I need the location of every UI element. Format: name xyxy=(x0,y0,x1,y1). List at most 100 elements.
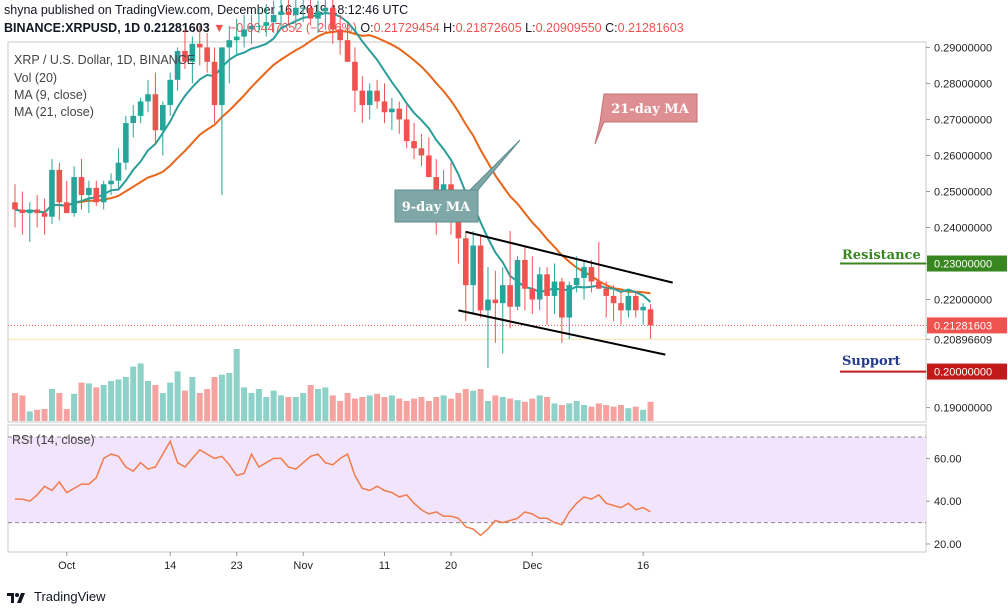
ma21-callout: 21-day MA xyxy=(594,93,698,145)
candle-body xyxy=(566,285,573,318)
volume-bar xyxy=(462,389,469,421)
last-price: 0.21281603 xyxy=(143,21,210,35)
candle-body xyxy=(499,285,506,304)
candle-body xyxy=(389,108,395,113)
volume-bar xyxy=(492,395,499,421)
volume-bar xyxy=(507,398,514,421)
volume-bar xyxy=(285,397,292,421)
volume-bar xyxy=(329,395,336,421)
volume-bar xyxy=(189,377,196,421)
volume-bar xyxy=(115,379,122,421)
volume-bar xyxy=(263,397,270,421)
volume-bar xyxy=(388,395,395,421)
candle-body xyxy=(41,213,48,217)
price-axis-label: 0.20896609 xyxy=(934,334,992,346)
candle-body xyxy=(396,108,403,120)
symbol-name[interactable]: BINANCE:XRPUSD, 1D xyxy=(4,21,141,35)
candle-body xyxy=(160,105,166,131)
volume-bar xyxy=(270,390,277,421)
volume-bar xyxy=(218,374,225,421)
volume-bar xyxy=(255,389,262,421)
x-axis-label: Oct xyxy=(58,560,75,572)
candle-body xyxy=(182,51,188,62)
price-axis-label: 0.24000000 xyxy=(934,222,992,234)
volume-bar xyxy=(595,403,602,421)
legend-title: XRP / U.S. Dollar, 1D, BINANCE xyxy=(14,53,196,67)
volume-bar xyxy=(63,409,70,421)
rsi-line xyxy=(15,439,651,537)
volume-bar xyxy=(603,405,610,421)
x-axis-label: 20 xyxy=(445,560,457,572)
volume-bar xyxy=(403,401,410,421)
volume-bar xyxy=(226,373,233,421)
candle-body xyxy=(529,288,536,300)
volume-bar xyxy=(359,397,366,421)
volume-bar xyxy=(366,395,373,421)
ohlc-low-label: L: xyxy=(525,21,536,35)
rsi-axis-label: 20.00 xyxy=(934,539,962,551)
candle-body xyxy=(551,281,558,296)
volume-bar xyxy=(374,393,381,421)
x-axis-label: 14 xyxy=(164,560,176,572)
volume-bar xyxy=(159,393,166,421)
candle-body xyxy=(315,11,321,19)
candle-body xyxy=(573,277,580,286)
volume-bar xyxy=(196,393,203,421)
volume-bar xyxy=(581,405,588,421)
volume-bar xyxy=(588,406,595,421)
volume-bar xyxy=(566,403,573,421)
x-axis-label: Dec xyxy=(523,560,543,572)
volume-bar xyxy=(56,393,63,421)
candle-body xyxy=(300,7,307,9)
volume-bar xyxy=(122,377,129,421)
candle-body xyxy=(145,94,151,102)
price-axis-label: 0.23000000 xyxy=(934,259,992,271)
candle-body xyxy=(108,180,114,185)
candle-body xyxy=(86,187,92,196)
volume-bar xyxy=(558,405,565,421)
x-axis-label: Nov xyxy=(293,560,313,572)
candle-body xyxy=(366,90,373,106)
candle-body xyxy=(462,238,469,286)
price-axis-label: 0.26000000 xyxy=(934,150,992,162)
candle-body xyxy=(536,274,543,300)
candle-body xyxy=(433,177,440,196)
candle-body xyxy=(485,299,491,311)
volume-bar xyxy=(610,406,617,421)
volume-bar xyxy=(130,366,137,421)
support-label: Support xyxy=(842,354,901,369)
footer-brand[interactable]: TradingView xyxy=(6,589,106,604)
volume-bar xyxy=(300,393,307,421)
candle-body xyxy=(270,14,277,23)
candle-body xyxy=(49,169,55,217)
candle-body xyxy=(544,274,550,296)
volume-bar xyxy=(78,382,85,421)
volume-bar xyxy=(204,389,211,421)
candle-body xyxy=(19,209,26,214)
ma9-callout: 9-day MA xyxy=(394,139,521,223)
volume-bar xyxy=(34,409,41,421)
volume-bar xyxy=(551,403,558,421)
price-axis-marker xyxy=(927,363,1007,380)
volume-bar xyxy=(455,393,462,421)
rsi-axis-label: 60.00 xyxy=(934,453,962,465)
volume-bar xyxy=(211,377,218,421)
tradingview-logo-icon xyxy=(6,590,30,604)
volume-bar xyxy=(307,385,314,421)
ma21-callout-box xyxy=(594,93,698,145)
candle-body xyxy=(381,101,388,113)
candle-body xyxy=(307,7,314,19)
channel-lower-line xyxy=(458,309,666,356)
candle-body xyxy=(241,29,247,37)
ohlc-close-label: C: xyxy=(605,21,618,35)
volume-bar xyxy=(100,385,107,421)
legend-ma21: MA (21, close) xyxy=(14,105,94,119)
volume-bar xyxy=(470,390,477,421)
volume-bar xyxy=(448,398,455,421)
ohlc-close: 0.21281603 xyxy=(617,21,684,35)
volume-bar xyxy=(241,387,248,421)
ma21-callout-label: 21-day MA xyxy=(611,102,689,117)
candle-body xyxy=(93,187,100,203)
candle-body xyxy=(470,245,476,286)
